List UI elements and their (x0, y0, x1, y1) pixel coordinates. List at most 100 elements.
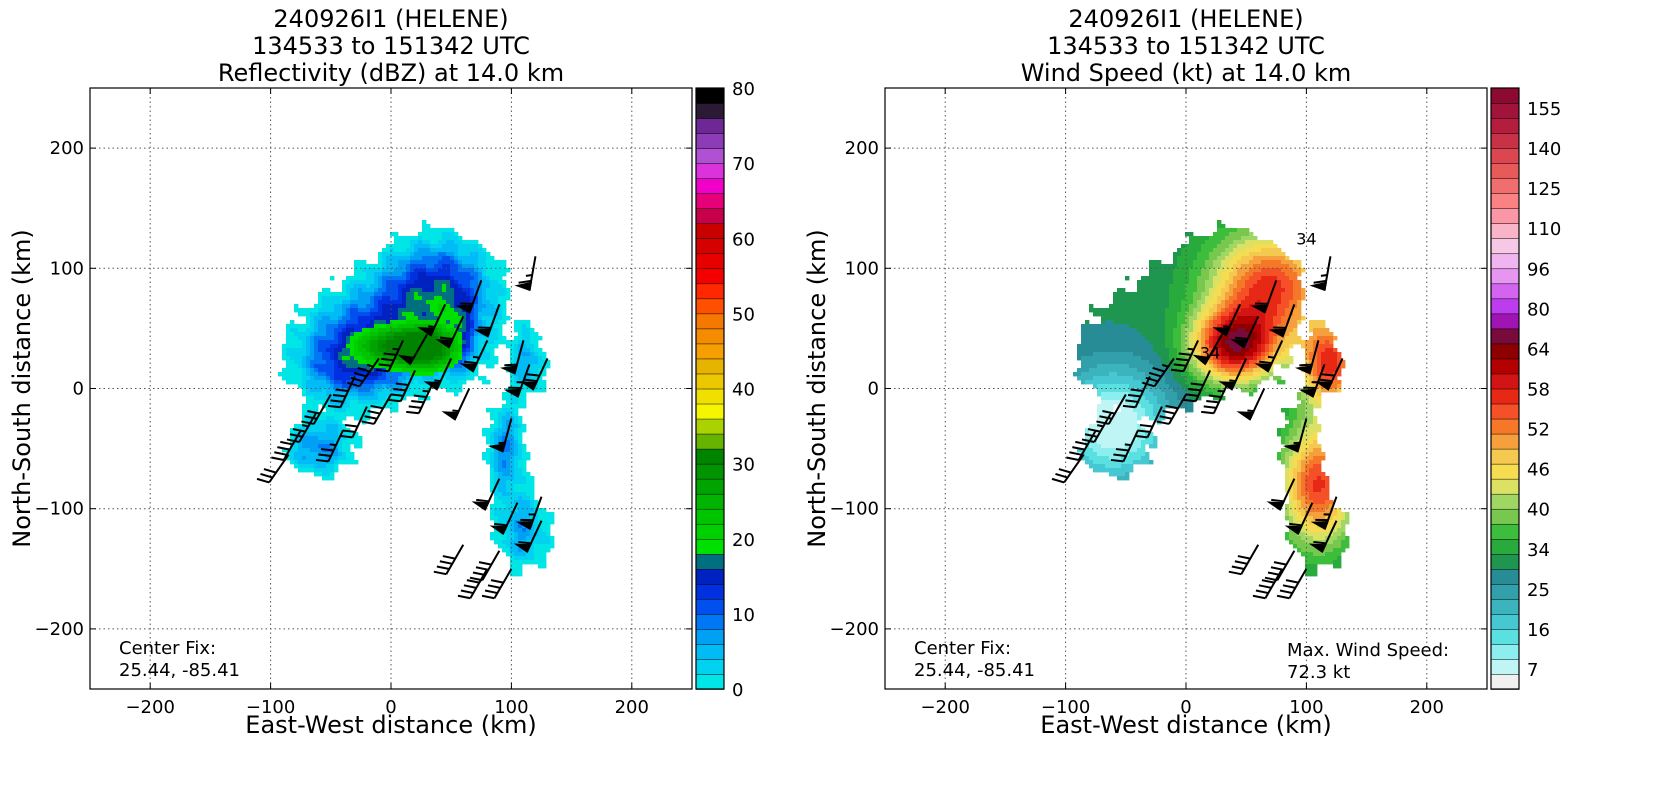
data-cell (458, 336, 463, 341)
data-cell (350, 408, 355, 413)
data-cell (1157, 404, 1162, 409)
data-cell (502, 288, 507, 293)
data-cell (1309, 360, 1314, 365)
data-cell (506, 444, 511, 449)
data-cell (486, 288, 491, 293)
data-cell (1085, 336, 1090, 341)
data-cell (322, 464, 327, 469)
data-cell (342, 400, 347, 405)
data-cell (506, 408, 511, 413)
data-cell (378, 256, 383, 261)
data-cell (318, 440, 323, 445)
data-cell (1157, 396, 1162, 401)
data-cell (514, 500, 519, 505)
data-cell (382, 276, 387, 281)
data-cell (1209, 240, 1214, 245)
data-cell (494, 416, 499, 421)
data-cell (1137, 344, 1142, 349)
data-cell (1153, 296, 1158, 301)
data-cell (374, 292, 379, 297)
data-cell (542, 520, 547, 525)
data-cell (326, 316, 331, 321)
data-cell (426, 224, 431, 229)
data-cell (1213, 384, 1218, 389)
data-cell (1161, 336, 1166, 341)
data-cell (470, 280, 475, 285)
data-cell (394, 232, 399, 237)
data-cell (402, 312, 407, 317)
data-cell (310, 396, 315, 401)
data-cell (1193, 272, 1198, 277)
data-cell (374, 312, 379, 317)
data-cell (454, 240, 459, 245)
data-cell (410, 284, 415, 289)
data-cell (446, 320, 451, 325)
data-cell (534, 376, 539, 381)
data-cell (1173, 308, 1178, 313)
data-cell (362, 268, 367, 273)
data-cell (1109, 340, 1114, 345)
data-cell (1285, 284, 1290, 289)
data-cell (338, 336, 343, 341)
data-cell (1253, 252, 1258, 257)
data-cell (1133, 352, 1138, 357)
data-cell (362, 416, 367, 421)
data-cell (314, 400, 319, 405)
data-cell (318, 352, 323, 357)
data-cell (1245, 376, 1250, 381)
data-cell (494, 284, 499, 289)
data-cell (334, 364, 339, 369)
data-cell (398, 324, 403, 329)
data-cell (1277, 280, 1282, 285)
data-cell (1113, 364, 1118, 369)
data-cell (1097, 340, 1102, 345)
data-cell (1245, 312, 1250, 317)
data-cell (1137, 300, 1142, 305)
data-cell (1281, 272, 1286, 277)
data-cell (478, 268, 483, 273)
data-cell (1213, 364, 1218, 369)
data-cell (1285, 356, 1290, 361)
data-cell (514, 324, 519, 329)
data-cell (458, 340, 463, 345)
data-cell (318, 348, 323, 353)
data-cell (1249, 308, 1254, 313)
data-cell (1121, 312, 1126, 317)
data-cell (386, 260, 391, 265)
data-cell (514, 320, 519, 325)
data-cell (1333, 376, 1338, 381)
data-cell (546, 520, 551, 525)
data-cell (1257, 300, 1262, 305)
data-cell (1297, 308, 1302, 313)
data-cell (1153, 400, 1158, 405)
data-cell (1277, 312, 1282, 317)
data-cell (314, 352, 319, 357)
data-cell (462, 264, 467, 269)
data-cell (338, 424, 343, 429)
data-cell (1329, 340, 1334, 345)
data-cell (354, 308, 359, 313)
data-cell (1205, 352, 1210, 357)
data-cell (394, 280, 399, 285)
data-cell (1153, 404, 1158, 409)
data-cell (1265, 240, 1270, 245)
data-cell (474, 348, 479, 353)
data-cell (306, 428, 311, 433)
barb-flag (473, 328, 492, 338)
data-cell (1181, 316, 1186, 321)
data-cell (502, 504, 507, 509)
data-cell (334, 436, 339, 441)
data-cell (518, 556, 523, 561)
data-cell (1185, 296, 1190, 301)
data-cell (1101, 392, 1106, 397)
data-cell (1113, 384, 1118, 389)
data-cell (1257, 248, 1262, 253)
data-cell (1221, 292, 1226, 297)
data-cell (498, 424, 503, 429)
data-cell (1141, 348, 1146, 353)
data-cell (382, 396, 387, 401)
data-cell (406, 372, 411, 377)
data-cell (1149, 264, 1154, 269)
data-cell (498, 328, 503, 333)
data-cell (538, 336, 543, 341)
